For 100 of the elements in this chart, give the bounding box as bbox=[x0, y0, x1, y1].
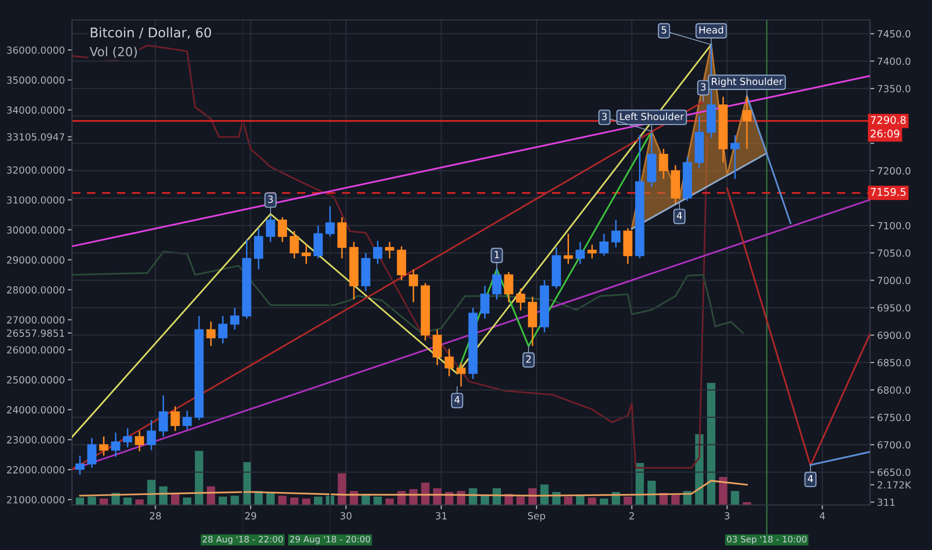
bar bbox=[278, 496, 287, 505]
bar bbox=[433, 488, 442, 505]
candlestick bbox=[146, 419, 156, 451]
bar bbox=[374, 496, 382, 505]
candlestick bbox=[111, 432, 120, 458]
y-tick-label: 6950.0 bbox=[878, 304, 910, 312]
candlestick bbox=[314, 224, 323, 260]
y2-tick-label: 27000.0000 bbox=[7, 316, 64, 324]
bar bbox=[76, 498, 84, 505]
candlestick bbox=[564, 233, 573, 265]
ref-line-label: 29 Aug '18 - 20:00 bbox=[290, 536, 370, 544]
y2-tick-label: 34000.0000 bbox=[7, 106, 64, 114]
y2-tick-label: 30000.0000 bbox=[7, 226, 64, 234]
x-tick-label: 29 bbox=[245, 512, 256, 520]
candlestick bbox=[504, 271, 514, 303]
candlestick bbox=[230, 307, 240, 330]
candlestick bbox=[218, 315, 228, 344]
candlestick bbox=[588, 244, 597, 260]
y2-tick-label: 29000.0000 bbox=[7, 256, 64, 264]
y-tick-label: 6650.0 bbox=[878, 468, 910, 476]
y2-tick-label: 21000.0000 bbox=[7, 496, 64, 504]
annotation: 5 bbox=[662, 26, 666, 34]
candlestick bbox=[599, 233, 609, 256]
ref-line-label: 28 Aug '18 - 22:00 bbox=[202, 536, 283, 544]
x-tick-label: 2 bbox=[629, 512, 634, 520]
candlestick bbox=[266, 214, 276, 243]
y-tick-label: 7200.0 bbox=[878, 167, 910, 175]
bar bbox=[707, 382, 716, 505]
y2-tick-label: 23000.0000 bbox=[7, 436, 64, 444]
candlestick bbox=[134, 430, 144, 452]
annotation: 3 bbox=[602, 112, 607, 120]
y2-tick-label: 33105.0947 bbox=[7, 133, 64, 141]
bar bbox=[182, 498, 192, 505]
candlestick bbox=[206, 320, 216, 347]
candlestick bbox=[373, 240, 382, 265]
candlestick bbox=[75, 454, 85, 476]
candlestick bbox=[385, 241, 394, 260]
bar bbox=[516, 496, 525, 505]
y-tick-label: 7000.0 bbox=[878, 276, 910, 284]
y-tick-label: 7050.0 bbox=[878, 249, 910, 257]
candlestick bbox=[87, 437, 96, 468]
annotation: Head bbox=[699, 26, 724, 34]
line-series bbox=[79, 480, 748, 497]
candlestick bbox=[182, 410, 192, 430]
annotation: 4 bbox=[808, 475, 813, 482]
ref-line-label: 7159.5 bbox=[870, 188, 906, 196]
x-tick-label: 28 bbox=[150, 512, 161, 520]
x-tick-label: 4 bbox=[820, 512, 825, 520]
candlestick bbox=[576, 241, 585, 265]
y-tick-label: 7350.0 bbox=[878, 84, 910, 92]
bar bbox=[421, 482, 430, 505]
annotation: 3 bbox=[268, 196, 273, 203]
bar bbox=[588, 498, 596, 505]
bar bbox=[159, 486, 168, 505]
candlestick bbox=[290, 230, 299, 260]
candlestick bbox=[278, 216, 288, 243]
candlestick bbox=[444, 348, 454, 377]
annotation: Right Shoulder bbox=[712, 78, 783, 87]
x-tick-label: 3 bbox=[724, 512, 730, 520]
candlestick bbox=[456, 362, 466, 388]
candlestick bbox=[122, 428, 132, 448]
y2-tick-label: 26557.9851 bbox=[7, 329, 64, 337]
y-tick-label: 6800.0 bbox=[878, 386, 910, 394]
bar bbox=[647, 480, 656, 505]
bar bbox=[194, 450, 204, 505]
y-tick-label: 6900.0 bbox=[878, 332, 910, 339]
y2-tick-label: 36000.0000 bbox=[7, 46, 64, 54]
y-tick-label: 7450.0 bbox=[878, 30, 910, 38]
candlestick bbox=[611, 219, 620, 248]
bar bbox=[718, 477, 728, 505]
candlestick bbox=[254, 228, 264, 270]
annotation: 26:09 bbox=[870, 130, 900, 138]
ref-line-label: 7290.8 bbox=[870, 116, 906, 124]
candlestick bbox=[432, 328, 442, 366]
annotation: Left Shoulder bbox=[620, 112, 684, 120]
y2-tick-label: 35000.0000 bbox=[7, 76, 64, 84]
bar bbox=[302, 498, 310, 505]
y-tick-label: 7100.0 bbox=[878, 222, 910, 230]
y-tick-label: 6700.0 bbox=[878, 441, 910, 449]
bar bbox=[171, 494, 180, 505]
bar bbox=[290, 498, 298, 505]
annotation: 2 bbox=[526, 355, 531, 363]
candlestick bbox=[516, 288, 526, 312]
bar bbox=[147, 480, 156, 505]
candlestick bbox=[325, 206, 335, 238]
candlestick bbox=[730, 134, 740, 180]
bar bbox=[492, 488, 501, 505]
y2-tick-label: 22000.0000 bbox=[7, 466, 64, 474]
bar bbox=[88, 496, 96, 505]
annotation: 3 bbox=[700, 83, 706, 91]
annotation: 4 bbox=[676, 212, 682, 220]
bar bbox=[230, 496, 239, 505]
y2-tick-label: 25000.0000 bbox=[7, 376, 64, 384]
candlestick bbox=[408, 268, 418, 303]
x-tick-label: 31 bbox=[436, 512, 447, 520]
y-tick-label: 6850.0 bbox=[878, 358, 910, 366]
bar bbox=[385, 498, 394, 505]
line-series bbox=[72, 250, 744, 334]
x-tick-label: 30 bbox=[340, 512, 352, 520]
bar bbox=[564, 496, 572, 505]
